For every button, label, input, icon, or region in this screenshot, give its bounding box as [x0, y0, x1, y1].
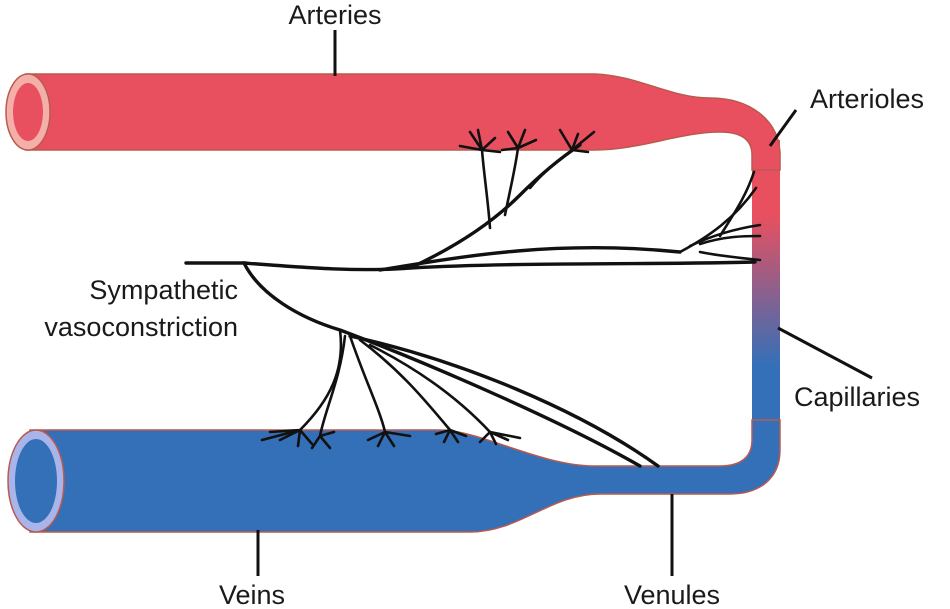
nerve-vein-claw-5	[478, 430, 522, 446]
nerve-arteriole-twig-1	[678, 186, 758, 254]
nerve-vein-twig-5	[318, 334, 347, 438]
nerve-arteriole-twig-2	[688, 223, 762, 248]
nerve-vein-twig-2	[348, 334, 387, 434]
nerve-vein-claw-3	[366, 430, 412, 448]
capillaries-label: Capillaries	[794, 382, 920, 412]
arteries-label: Arteries	[288, 0, 381, 30]
sympathetic-label-line2: vasoconstriction	[44, 312, 238, 342]
capillaries-leader-line	[777, 326, 873, 380]
nerve-upper-branch	[242, 260, 757, 272]
nerve-artery-claw-2	[500, 128, 538, 152]
vein-vessel	[29, 419, 781, 533]
nerve-artery-twig-1	[480, 148, 492, 230]
veins-label: Veins	[219, 580, 285, 609]
nerve-arteriole-twig-5	[718, 170, 756, 238]
nerve-artery-claw-1	[458, 128, 502, 154]
nerve-arteriole-twig-3	[698, 234, 762, 246]
nerve-artery-twig-3	[528, 148, 574, 190]
nerve-vein-twig-4	[368, 343, 492, 434]
arterioles-label: Arterioles	[810, 84, 924, 114]
nerve-vein-claw-4	[434, 428, 468, 444]
arterioles-leader-line	[768, 109, 798, 147]
capillary-vessel	[752, 140, 780, 440]
nerve-vein-twig-1	[298, 328, 343, 432]
nerve-arteriole-twig-4	[698, 250, 762, 262]
sympathetic-nerve-fibers	[184, 128, 762, 468]
artery-vessel	[25, 73, 781, 171]
nerve-artery-claw-3	[558, 128, 596, 154]
nerve-artery-twig-2	[503, 146, 520, 217]
vein-lumen	[15, 439, 57, 523]
sympathetic-label-line1: Sympathetic	[89, 275, 238, 305]
venules-label: Venules	[624, 580, 720, 609]
nerve-venule-branch	[348, 334, 660, 468]
nerve-vein-claw-1	[260, 428, 314, 448]
artery-lumen	[13, 83, 43, 141]
nerve-vein-twig-3	[358, 338, 452, 432]
nerve-vein-claw-2	[310, 430, 336, 450]
